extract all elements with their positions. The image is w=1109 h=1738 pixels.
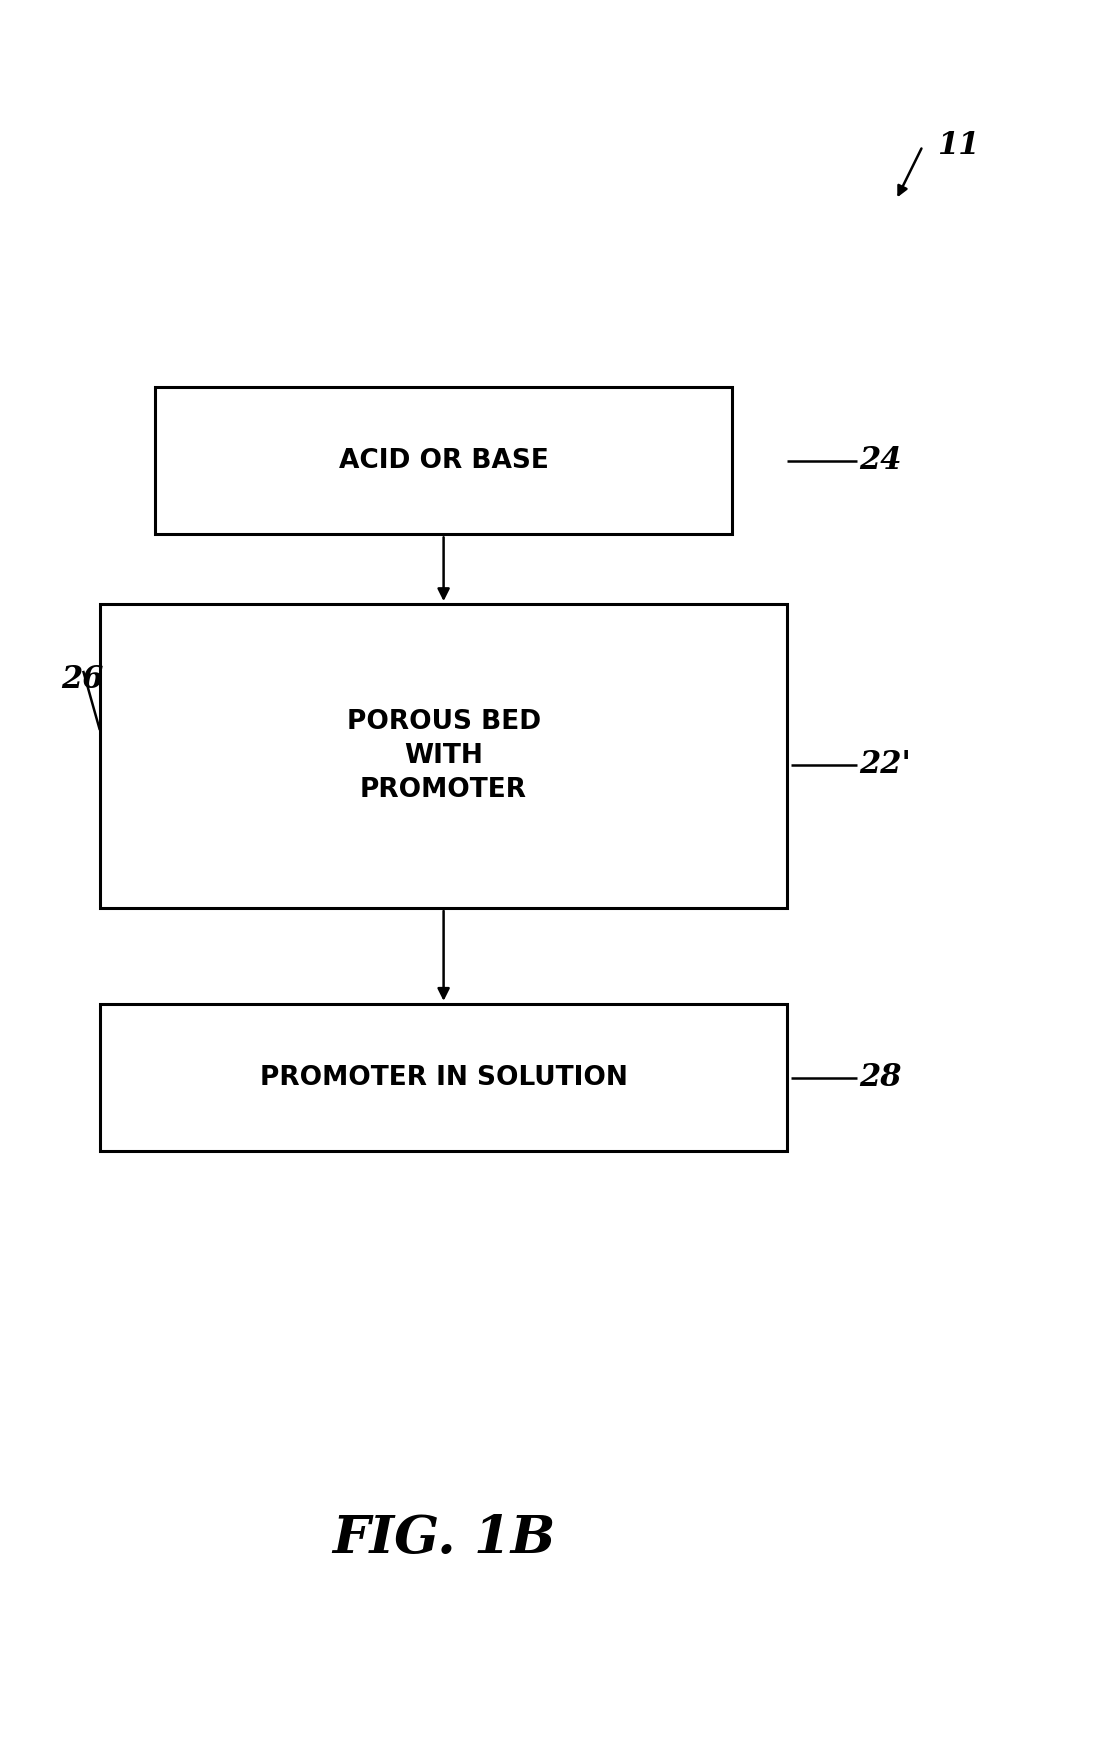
Bar: [100, 605, 787, 909]
Text: PROMOTER IN SOLUTION: PROMOTER IN SOLUTION: [260, 1065, 628, 1090]
Bar: [155, 386, 732, 535]
Text: 11: 11: [937, 130, 979, 162]
Text: 24: 24: [859, 445, 902, 476]
Bar: [100, 1003, 787, 1151]
Text: 28: 28: [859, 1062, 902, 1093]
Text: 26: 26: [61, 664, 103, 695]
Text: ACID OR BASE: ACID OR BASE: [338, 448, 549, 473]
Text: 22': 22': [859, 749, 912, 780]
Text: POROUS BED
WITH
PROMOTER: POROUS BED WITH PROMOTER: [346, 709, 541, 803]
Text: FIG. 1B: FIG. 1B: [332, 1512, 556, 1564]
